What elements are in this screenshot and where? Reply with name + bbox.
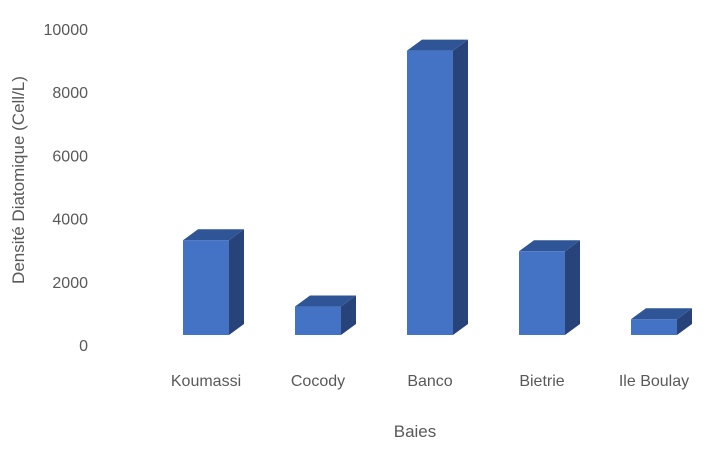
bar-front bbox=[295, 306, 341, 335]
bar-side bbox=[677, 308, 692, 335]
bar-banco bbox=[407, 39, 468, 335]
y-axis-ticks: 0 2000 4000 6000 8000 10000 bbox=[44, 22, 89, 355]
x-tick-label: Ile Boulay bbox=[619, 373, 689, 390]
bar-front bbox=[519, 251, 565, 335]
bar-top bbox=[519, 240, 580, 252]
y-tick-label: 0 bbox=[79, 338, 88, 355]
bar-front bbox=[631, 319, 677, 335]
bar-top bbox=[295, 295, 356, 307]
y-tick-label: 4000 bbox=[52, 212, 88, 229]
bar-bietrie bbox=[519, 240, 580, 335]
x-tick-label: Cocody bbox=[291, 373, 345, 390]
y-axis-title: Densité Diatomique (Cell/L) bbox=[9, 76, 28, 284]
bar-front bbox=[183, 240, 229, 335]
bar-side bbox=[229, 229, 244, 335]
bars-group bbox=[183, 39, 692, 335]
bar-koumassi bbox=[183, 229, 244, 335]
bar-top bbox=[183, 229, 244, 241]
bar-side bbox=[341, 295, 356, 335]
y-tick-label: 10000 bbox=[44, 22, 89, 39]
bar-front bbox=[407, 50, 453, 335]
bar-top bbox=[631, 308, 692, 320]
bar-cocody bbox=[295, 295, 356, 335]
y-tick-label: 2000 bbox=[52, 275, 88, 292]
bar-ile-boulay bbox=[631, 308, 692, 335]
x-axis-title: Baies bbox=[394, 422, 437, 441]
y-tick-label: 8000 bbox=[52, 85, 88, 102]
x-tick-label: Banco bbox=[407, 373, 452, 390]
bar-top bbox=[407, 39, 468, 51]
bar-side bbox=[453, 39, 468, 335]
bar-side bbox=[565, 240, 580, 335]
x-axis-ticks: Koumassi Cocody Banco Bietrie Ile Boulay bbox=[171, 373, 689, 390]
x-tick-label: Bietrie bbox=[519, 373, 564, 390]
y-tick-label: 6000 bbox=[52, 148, 88, 165]
x-tick-label: Koumassi bbox=[171, 373, 241, 390]
